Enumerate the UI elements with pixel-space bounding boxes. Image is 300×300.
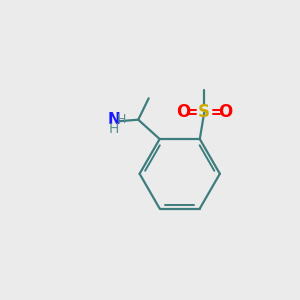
Text: O: O <box>218 103 233 121</box>
Text: H: H <box>109 122 119 136</box>
Text: N: N <box>107 112 120 127</box>
Text: S: S <box>198 103 210 121</box>
Text: O: O <box>176 103 190 121</box>
Text: H: H <box>117 112 127 126</box>
